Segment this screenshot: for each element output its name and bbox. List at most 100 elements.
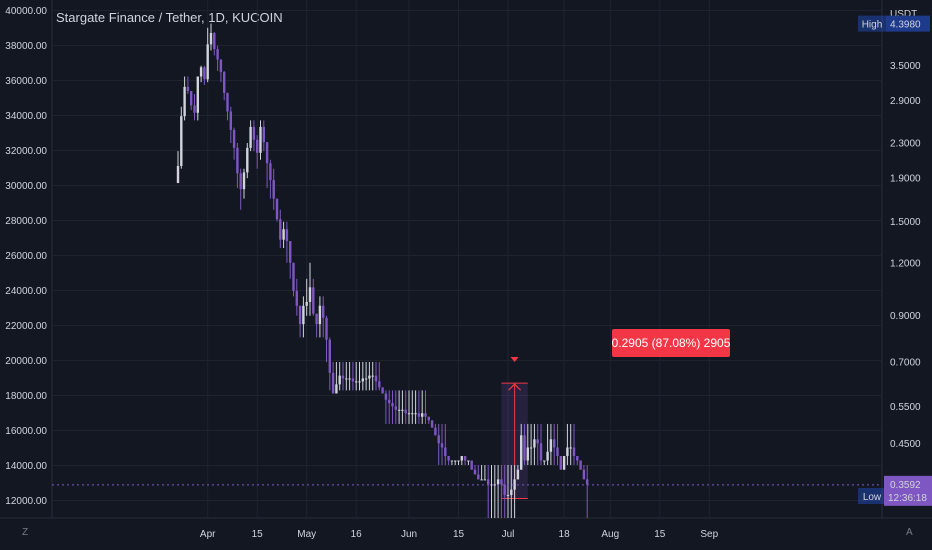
- candle-body: [292, 262, 295, 291]
- candle-body: [483, 479, 487, 481]
- candle-body: [216, 49, 219, 60]
- candle-body: [477, 474, 480, 480]
- candle-body: [348, 378, 351, 380]
- candle-body: [430, 420, 434, 428]
- left-tick-label: 26000.00: [5, 251, 47, 262]
- grid: [0, 0, 932, 519]
- candle-body: [460, 456, 463, 461]
- measure-label-box: [612, 329, 730, 357]
- candle-body: [546, 451, 549, 461]
- candle-body: [331, 372, 335, 394]
- candle-body: [305, 301, 308, 306]
- right-tick-label: 1.9000: [890, 174, 921, 185]
- candle-body: [437, 435, 440, 444]
- timezone-z-icon[interactable]: Z: [22, 527, 29, 538]
- right-tick-label: 2.9000: [890, 96, 921, 107]
- candle-body: [417, 413, 421, 417]
- candle-body: [203, 67, 206, 80]
- candle-body: [209, 32, 213, 45]
- left-tick-label: 34000.00: [5, 111, 47, 122]
- left-tick-label: 30000.00: [5, 181, 47, 192]
- low-label-box: [858, 488, 886, 504]
- last-price-value: 0.3592: [890, 480, 921, 491]
- candle-body: [582, 469, 586, 480]
- candle-body: [246, 147, 249, 173]
- candle-body: [434, 427, 437, 436]
- candle-body: [272, 180, 275, 199]
- candle-body: [559, 456, 562, 470]
- candle-body: [183, 86, 186, 117]
- candle-body: [513, 479, 516, 490]
- candle-body: [371, 375, 374, 377]
- candle-body: [298, 305, 302, 325]
- candle-body: [374, 375, 378, 382]
- candle-body: [176, 165, 180, 184]
- candle-body: [549, 439, 553, 452]
- left-tick-label: 40000.00: [5, 6, 47, 17]
- candle-body: [407, 413, 411, 415]
- left-axis: 40000.00 38000.00 36000.00 34000.00 32000.00…: [5, 6, 47, 507]
- candle-body: [322, 305, 325, 318]
- candle-body: [490, 484, 493, 486]
- candle-body: [282, 229, 285, 240]
- candle-body: [556, 447, 559, 457]
- left-tick-label: 18000.00: [5, 391, 47, 402]
- candle-body: [447, 456, 450, 461]
- candle-body: [457, 460, 460, 462]
- candle-body: [351, 378, 355, 382]
- x-tick-label: 15: [453, 529, 465, 540]
- right-axis: USDT 3.5000 2.9000 2.3000 1.9000 1.5000 1.2000…: [890, 9, 921, 450]
- candle-body: [345, 378, 348, 380]
- x-tick-label: Sep: [700, 529, 718, 540]
- candle-body: [579, 460, 582, 470]
- right-tick-label: 0.7000: [890, 357, 921, 368]
- candle-body: [335, 384, 338, 394]
- auto-scale-icon[interactable]: A: [906, 527, 913, 538]
- candle-body: [424, 413, 427, 417]
- countdown-value: 12:36:18: [888, 493, 927, 504]
- candle-body: [193, 105, 196, 113]
- candle-body: [364, 378, 368, 380]
- high-label: High: [862, 20, 883, 31]
- candle-body: [516, 469, 520, 480]
- right-tick-label: 0.5500: [890, 402, 921, 413]
- candle-body: [358, 381, 361, 383]
- left-tick-label: 24000.00: [5, 286, 47, 297]
- candle-body: [361, 378, 364, 382]
- left-tick-label: 36000.00: [5, 76, 47, 87]
- low-label: Low: [863, 492, 882, 503]
- candle-body: [572, 447, 576, 457]
- left-tick-label: 20000.00: [5, 356, 47, 367]
- candle-body: [196, 76, 199, 113]
- candle-body: [463, 456, 467, 461]
- candle-body: [381, 387, 384, 394]
- candle-body: [388, 399, 391, 404]
- candle-body: [239, 173, 242, 190]
- high-value: 4.3980: [890, 20, 921, 31]
- candle-body: [414, 413, 417, 415]
- candle-body: [487, 479, 490, 485]
- candle-body: [269, 163, 272, 181]
- candle-body: [318, 305, 322, 325]
- x-tick-label: 18: [559, 529, 571, 540]
- candle-body: [526, 447, 529, 461]
- candle-body: [338, 375, 341, 385]
- candle-body: [279, 219, 282, 240]
- candle-body: [444, 447, 447, 457]
- measure-tool[interactable]: 0.2905 (87.08%) 2905: [501, 329, 731, 499]
- right-tick-label: 3.5000: [890, 61, 921, 72]
- candle-body: [569, 447, 572, 449]
- candle-body: [199, 67, 203, 77]
- candle-body: [411, 413, 414, 415]
- candle-body: [262, 126, 265, 143]
- candle-body: [503, 484, 506, 495]
- candle-body: [427, 416, 430, 421]
- candle-body: [325, 317, 328, 340]
- candle-body: [586, 479, 589, 485]
- candle-body: [470, 460, 473, 470]
- candle-body: [566, 447, 569, 457]
- candle-body: [553, 439, 556, 448]
- right-tick-label: 0.4500: [890, 439, 921, 450]
